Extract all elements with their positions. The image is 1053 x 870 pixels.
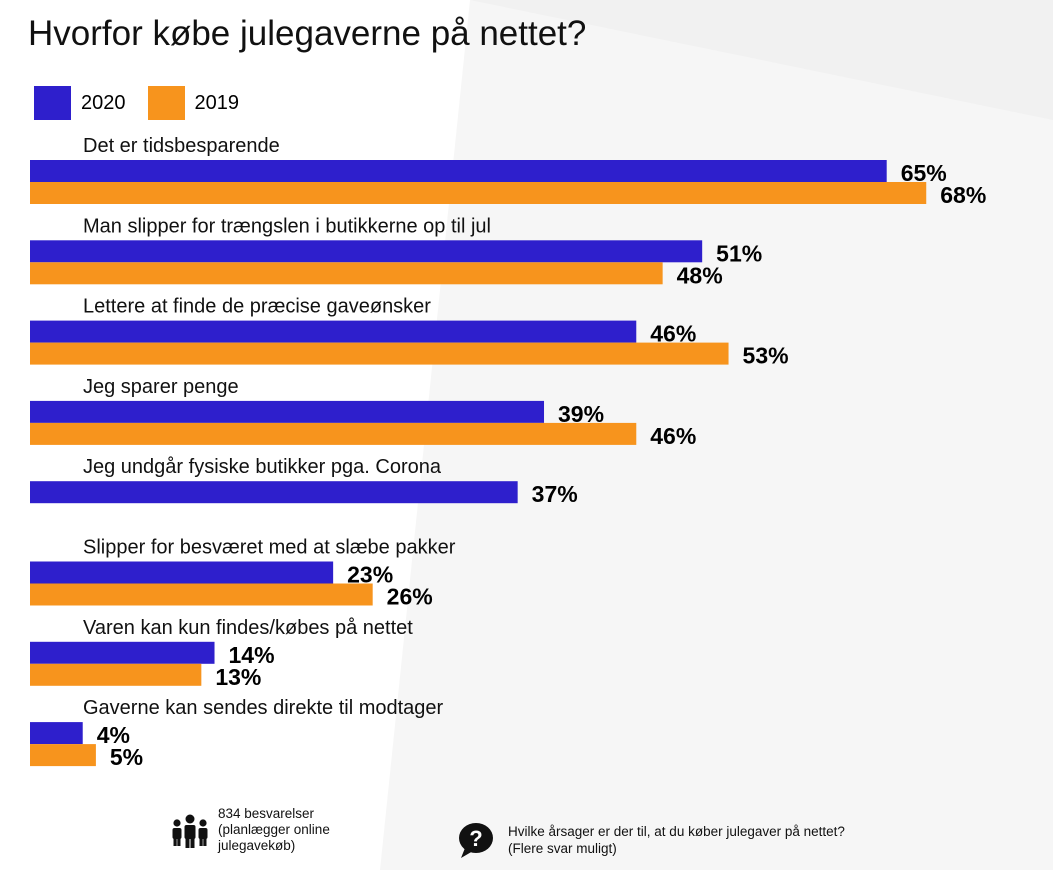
bar-2019: [30, 663, 202, 686]
bar-2019: [30, 422, 637, 445]
bar-2020: [30, 240, 703, 263]
respondents-text: 834 besvarelser (planlægger online juleg…: [218, 806, 330, 854]
category-label: Slipper for besværet med at slæbe pakker: [83, 537, 456, 559]
data-label-2020: 51%: [716, 240, 762, 266]
data-label-2019: 53%: [743, 343, 789, 369]
legend-swatch-2019: [147, 86, 185, 120]
data-label-2020: 39%: [558, 401, 604, 427]
bar-2020: [30, 160, 887, 182]
data-label-2020: 4%: [97, 722, 130, 748]
svg-text:?: ?: [469, 826, 482, 851]
data-label-2019: 13%: [215, 664, 261, 690]
chart-legend: 2020 2019: [34, 86, 261, 120]
bar-2020: [30, 561, 334, 584]
category-label: Det er tidsbesparende: [83, 135, 280, 157]
bar-chart: Det er tidsbesparende 65%68% Man slipper f…: [30, 135, 986, 770]
data-label-2019: 48%: [677, 262, 723, 288]
question-note: ? Hvilke årsager er der til, at du køber…: [456, 820, 845, 860]
data-label-2020: 46%: [650, 321, 696, 347]
respondents-note: 834 besvarelser (planlægger online juleg…: [170, 806, 330, 854]
legend-item-2020: 2020: [34, 86, 126, 120]
question-bubble-icon: ?: [459, 823, 493, 858]
bar-2020: [30, 722, 83, 745]
question-line: (Flere svar muligt): [508, 841, 617, 856]
question-line: Hvilke årsager er der til, at du køber j…: [508, 824, 845, 839]
legend-label-2019: 2019: [194, 91, 240, 114]
legend-item-2019: 2019: [147, 86, 240, 120]
bar-2019: [30, 744, 96, 767]
data-label-2019: 26%: [387, 584, 433, 610]
bar-2020: [30, 481, 518, 504]
respondents-line: julegavekøb): [218, 838, 296, 853]
data-label-2019: 5%: [110, 744, 143, 770]
legend-swatch-2020: [34, 86, 71, 120]
people-icon: [172, 814, 208, 848]
bar-2019: [30, 342, 729, 365]
category-label: Gaverne kan sendes direkte til modtager: [83, 697, 444, 719]
category-label: Jeg sparer penge: [83, 376, 239, 398]
question-text: Hvilke årsager er der til, at du køber j…: [508, 823, 845, 857]
category-label: Man slipper for trængslen i butikkerne o…: [83, 215, 491, 237]
page-title: Hvorfor købe julegaverne på nettet?: [28, 14, 587, 53]
bar-2019: [30, 262, 663, 285]
bar-2020: [30, 400, 545, 423]
data-label-2020: 23%: [347, 562, 393, 588]
bar-2019: [30, 583, 373, 606]
legend-label-2020: 2020: [81, 91, 126, 114]
bar-2020: [30, 641, 215, 664]
respondents-line: 834 besvarelser: [218, 806, 315, 821]
category-label: Varen kan kun findes/købes på nettet: [83, 617, 413, 639]
bar-2019: [30, 182, 927, 204]
bar-2020: [30, 320, 637, 343]
data-label-2020: 37%: [532, 481, 578, 507]
data-label-2019: 68%: [940, 182, 986, 208]
respondents-line: (planlægger online: [218, 822, 330, 837]
data-label-2020: 65%: [901, 160, 947, 186]
data-label-2019: 46%: [650, 423, 696, 449]
data-label-2020: 14%: [229, 642, 275, 668]
category-label: Lettere at finde de præcise gaveønsker: [83, 296, 431, 318]
category-label: Jeg undgår fysiske butikker pga. Corona: [83, 456, 442, 478]
